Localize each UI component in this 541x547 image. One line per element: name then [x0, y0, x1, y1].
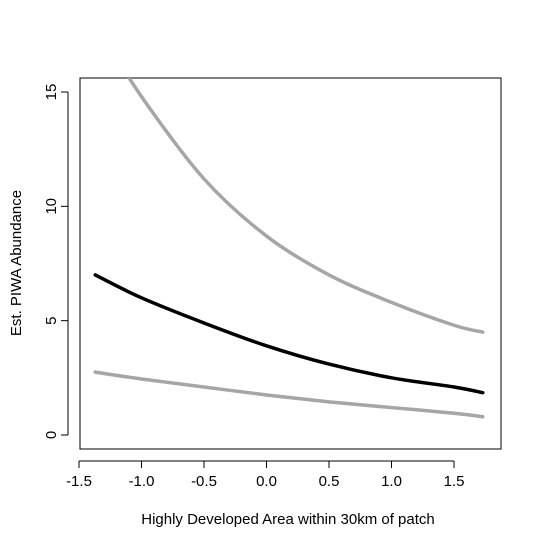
y-tick-label: 10	[43, 198, 60, 215]
y-axis-title: Est. PIWA Abundance	[8, 190, 25, 336]
x-tick-label: 0.5	[319, 473, 340, 490]
y-axis: 0 5 10 15	[43, 84, 69, 439]
estimate-line	[93, 273, 485, 395]
series-layer	[93, 78, 485, 419]
upper-line	[126, 78, 485, 334]
x-tick-label: -1.5	[66, 473, 92, 490]
x-tick-label: -1.0	[129, 473, 155, 490]
x-axis-title: Highly Developed Area within 30km of pat…	[141, 511, 435, 528]
x-tick-label: -0.5	[191, 473, 217, 490]
x-tick-label: 1.5	[444, 473, 465, 490]
y-tick-label: 5	[43, 316, 60, 324]
plot-area-frame	[79, 77, 502, 450]
y-tick-label: 0	[43, 431, 60, 439]
x-axis: -1.5 -1.0 -0.5 0.0 0.5 1.0 1.5	[66, 460, 465, 490]
lower-line	[93, 370, 485, 419]
x-tick-label: 0.0	[256, 473, 277, 490]
y-tick-label: 15	[43, 84, 60, 101]
x-tick-label: 1.0	[381, 473, 402, 490]
